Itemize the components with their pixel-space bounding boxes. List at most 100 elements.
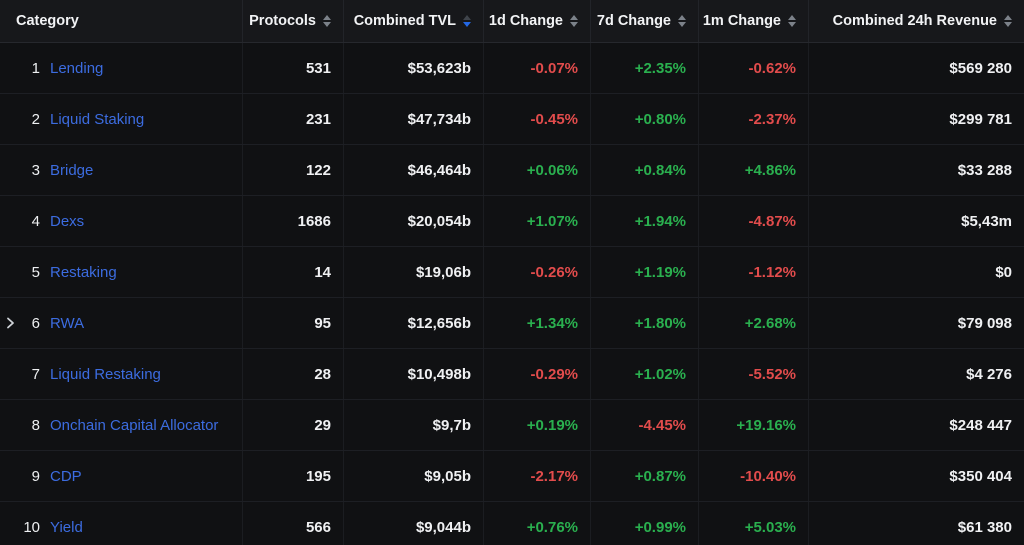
row-rank: 5 — [31, 263, 40, 281]
sort-icon — [788, 15, 796, 27]
category-link[interactable]: Lending — [50, 59, 104, 77]
change-1m-cell: -1.12% — [698, 247, 808, 297]
protocols-cell: 531 — [242, 43, 343, 93]
change-7d-cell: +1.94% — [590, 196, 698, 246]
protocols-cell: 95 — [242, 298, 343, 348]
col-header-combined-tvl[interactable]: Combined TVL — [343, 0, 483, 42]
col-header-combined-24h-revenue[interactable]: Combined 24h Revenue — [808, 0, 1024, 42]
table-row: 4 Dexs 1686 $20,054b +1.07% +1.94% -4.87… — [0, 196, 1024, 247]
change-7d-cell: +0.80% — [590, 94, 698, 144]
category-cell: 4 Dexs — [0, 196, 242, 246]
protocols-cell: 1686 — [242, 196, 343, 246]
col-header-protocols[interactable]: Protocols — [242, 0, 343, 42]
change-7d-cell: -4.45% — [590, 400, 698, 450]
category-cell: 5 Restaking — [0, 247, 242, 297]
col-header-1m-change[interactable]: 1m Change — [698, 0, 808, 42]
table-row: 8 Onchain Capital Allocator 29 $9,7b +0.… — [0, 400, 1024, 451]
change-1d-cell: +1.07% — [483, 196, 590, 246]
change-1m-cell: -5.52% — [698, 349, 808, 399]
sort-icon — [570, 15, 578, 27]
revenue-cell: $350 404 — [808, 451, 1024, 501]
tvl-cell: $20,054b — [343, 196, 483, 246]
row-rank: 10 — [23, 518, 40, 536]
table-row: 1 Lending 531 $53,623b -0.07% +2.35% -0.… — [0, 43, 1024, 94]
category-link[interactable]: Liquid Restaking — [50, 365, 161, 383]
change-1d-cell: +1.34% — [483, 298, 590, 348]
revenue-cell: $33 288 — [808, 145, 1024, 195]
row-rank: 7 — [31, 365, 40, 383]
category-link[interactable]: Bridge — [50, 161, 94, 179]
protocols-cell: 195 — [242, 451, 343, 501]
change-1m-cell: +4.86% — [698, 145, 808, 195]
tvl-cell: $46,464b — [343, 145, 483, 195]
table-row: 7 Liquid Restaking 28 $10,498b -0.29% +1… — [0, 349, 1024, 400]
row-rank: 4 — [31, 212, 40, 230]
change-7d-cell: +1.02% — [590, 349, 698, 399]
change-7d-cell: +1.19% — [590, 247, 698, 297]
category-cell: 1 Lending — [0, 43, 242, 93]
category-link[interactable]: Dexs — [50, 212, 85, 230]
change-1d-cell: +0.19% — [483, 400, 590, 450]
table-row: 6 RWA 95 $12,656b +1.34% +1.80% +2.68% $… — [0, 298, 1024, 349]
change-1m-cell: -10.40% — [698, 451, 808, 501]
change-1m-cell: -4.87% — [698, 196, 808, 246]
category-cell: 7 Liquid Restaking — [0, 349, 242, 399]
tvl-cell: $10,498b — [343, 349, 483, 399]
change-1m-cell: +2.68% — [698, 298, 808, 348]
revenue-cell: $569 280 — [808, 43, 1024, 93]
protocols-cell: 29 — [242, 400, 343, 450]
category-link[interactable]: Restaking — [50, 263, 117, 281]
change-1m-cell: -0.62% — [698, 43, 808, 93]
protocols-cell: 28 — [242, 349, 343, 399]
category-cell: 3 Bridge — [0, 145, 242, 195]
col-header-7d-change[interactable]: 7d Change — [590, 0, 698, 42]
category-link[interactable]: CDP — [50, 467, 82, 485]
category-link[interactable]: Onchain Capital Allocator — [50, 416, 219, 434]
row-rank: 8 — [31, 416, 40, 434]
change-7d-cell: +0.99% — [590, 502, 698, 545]
change-1d-cell: -0.07% — [483, 43, 590, 93]
revenue-cell: $61 380 — [808, 502, 1024, 545]
col-header-label: Category — [16, 13, 79, 29]
chevron-right-icon[interactable] — [6, 317, 22, 329]
revenue-cell: $79 098 — [808, 298, 1024, 348]
tvl-cell: $9,044b — [343, 502, 483, 545]
change-1m-cell: +19.16% — [698, 400, 808, 450]
revenue-cell: $299 781 — [808, 94, 1024, 144]
sort-icon — [678, 15, 686, 27]
category-cell: 9 CDP — [0, 451, 242, 501]
row-rank: 9 — [31, 467, 40, 485]
sort-icon — [1004, 15, 1012, 27]
change-7d-cell: +0.87% — [590, 451, 698, 501]
row-rank: 1 — [31, 59, 40, 77]
col-header-label: Combined TVL — [353, 13, 456, 29]
revenue-cell: $5,43m — [808, 196, 1024, 246]
change-7d-cell: +0.84% — [590, 145, 698, 195]
change-1m-cell: -2.37% — [698, 94, 808, 144]
table-body: 1 Lending 531 $53,623b -0.07% +2.35% -0.… — [0, 43, 1024, 545]
category-link[interactable]: RWA — [50, 314, 85, 332]
category-link[interactable]: Liquid Staking — [50, 110, 145, 128]
tvl-cell: $12,656b — [343, 298, 483, 348]
col-header-label: Protocols — [249, 13, 316, 29]
col-header-label: 1d Change — [488, 13, 563, 29]
col-header-category: Category — [0, 0, 242, 42]
table-header: Category Protocols Combined TVL 1d Chang… — [0, 0, 1024, 43]
category-cell: 10 Yield — [0, 502, 242, 545]
tvl-cell: $9,05b — [343, 451, 483, 501]
tvl-cell: $9,7b — [343, 400, 483, 450]
change-1d-cell: -0.45% — [483, 94, 590, 144]
sort-desc-icon — [463, 15, 471, 27]
col-header-label: Combined 24h Revenue — [832, 13, 997, 29]
category-link[interactable]: Yield — [50, 518, 83, 536]
protocols-cell: 566 — [242, 502, 343, 545]
row-rank: 3 — [31, 161, 40, 179]
col-header-label: 1m Change — [702, 13, 781, 29]
category-cell: 8 Onchain Capital Allocator — [0, 400, 242, 450]
table-row: 10 Yield 566 $9,044b +0.76% +0.99% +5.03… — [0, 502, 1024, 545]
change-1d-cell: -2.17% — [483, 451, 590, 501]
protocols-cell: 14 — [242, 247, 343, 297]
category-cell: 2 Liquid Staking — [0, 94, 242, 144]
col-header-1d-change[interactable]: 1d Change — [483, 0, 590, 42]
